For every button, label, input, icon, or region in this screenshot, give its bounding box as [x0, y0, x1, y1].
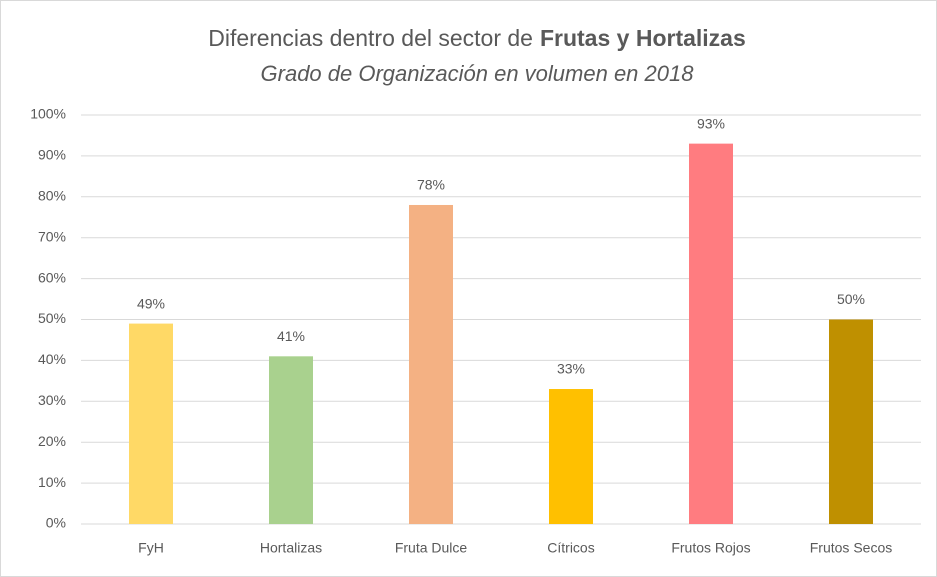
y-tick-label: 70% — [38, 228, 66, 244]
x-tick-label: Frutos Rojos — [671, 540, 750, 556]
data-label: 49% — [137, 295, 165, 311]
bar — [409, 204, 453, 525]
chart-subtitle: Grado de Organización en volumen en 2018 — [261, 61, 695, 86]
y-tick-label: 0% — [46, 515, 66, 531]
y-tick-label: 100% — [30, 106, 66, 122]
y-tick-label: 40% — [38, 351, 66, 367]
x-tick-label: Hortalizas — [260, 540, 322, 556]
bar — [269, 356, 313, 524]
y-tick-label: 30% — [38, 392, 66, 408]
y-tick-label: 90% — [38, 147, 66, 163]
x-tick-label: Frutos Secos — [810, 540, 892, 556]
title-plain: Diferencias dentro del sector de — [208, 25, 533, 51]
bar — [549, 389, 593, 524]
x-tick-label: Cítricos — [547, 540, 594, 556]
data-label: 33% — [557, 361, 585, 377]
bar — [689, 143, 733, 524]
x-tick-label: FyH — [138, 540, 164, 556]
title-bold: Frutas y Hortalizas — [540, 25, 746, 51]
y-tick-label: 20% — [38, 433, 66, 449]
bar — [129, 323, 173, 524]
y-tick-label: 80% — [38, 188, 66, 204]
y-tick-label: 10% — [38, 474, 66, 490]
y-tick-label: 60% — [38, 269, 66, 285]
x-tick-label: Fruta Dulce — [395, 540, 468, 556]
chart-title: Diferencias dentro del sector de Frutas y… — [208, 25, 746, 51]
y-tick-label: 50% — [38, 310, 66, 326]
data-label: 78% — [417, 177, 445, 193]
data-label: 50% — [837, 291, 865, 307]
bar — [829, 319, 873, 524]
data-label: 93% — [697, 115, 725, 131]
data-label: 41% — [277, 328, 305, 344]
